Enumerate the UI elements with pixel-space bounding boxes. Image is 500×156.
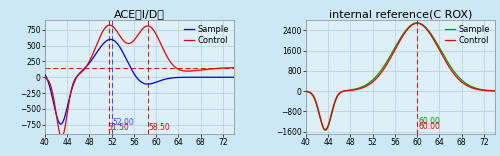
Control <box>303 90 309 92</box>
Line: Control: Control <box>45 25 234 137</box>
Control <box>191 70 197 72</box>
Text: 51.50: 51.50 <box>108 123 130 132</box>
Sample <box>129 70 135 71</box>
Control <box>134 35 140 37</box>
Control <box>492 90 498 92</box>
Sample <box>414 22 420 24</box>
Sample <box>486 90 492 92</box>
Sample <box>395 41 401 43</box>
Sample <box>52 107 58 109</box>
Sample <box>134 77 140 79</box>
Line: Control: Control <box>306 23 495 130</box>
Control <box>414 22 420 24</box>
Title: ACE（I/D）: ACE（I/D） <box>114 10 165 20</box>
Control <box>486 90 492 92</box>
Control <box>226 67 232 69</box>
Line: Sample: Sample <box>45 39 234 124</box>
Control <box>486 90 492 92</box>
Text: 60.00: 60.00 <box>418 117 440 126</box>
Sample <box>42 74 48 76</box>
Control <box>231 67 237 69</box>
Control <box>390 53 396 55</box>
Text: 52.00: 52.00 <box>112 118 134 127</box>
Control <box>58 136 64 138</box>
Sample <box>226 76 232 78</box>
Control <box>452 74 458 76</box>
Control <box>129 41 135 43</box>
Control <box>226 67 232 69</box>
Control <box>52 103 58 105</box>
Legend: Sample, Control: Sample, Control <box>444 24 491 45</box>
Sample <box>486 90 492 92</box>
Legend: Sample, Control: Sample, Control <box>184 24 230 45</box>
Control <box>312 100 318 101</box>
Sample <box>191 76 197 78</box>
Sample <box>390 50 396 52</box>
Sample <box>58 123 64 125</box>
Text: 58.50: 58.50 <box>148 123 171 132</box>
Sample <box>312 101 318 103</box>
Control <box>322 129 328 131</box>
Sample <box>303 90 309 92</box>
Sample <box>322 129 328 131</box>
Sample <box>492 90 498 92</box>
Sample <box>108 39 114 40</box>
Control <box>42 77 48 79</box>
Title: internal reference(C ROX): internal reference(C ROX) <box>329 10 472 20</box>
Sample <box>231 76 237 78</box>
Line: Sample: Sample <box>306 23 495 130</box>
Sample <box>226 76 232 78</box>
Control <box>106 24 112 26</box>
Control <box>395 44 401 45</box>
Sample <box>452 72 458 74</box>
Text: 60.00: 60.00 <box>418 122 440 131</box>
